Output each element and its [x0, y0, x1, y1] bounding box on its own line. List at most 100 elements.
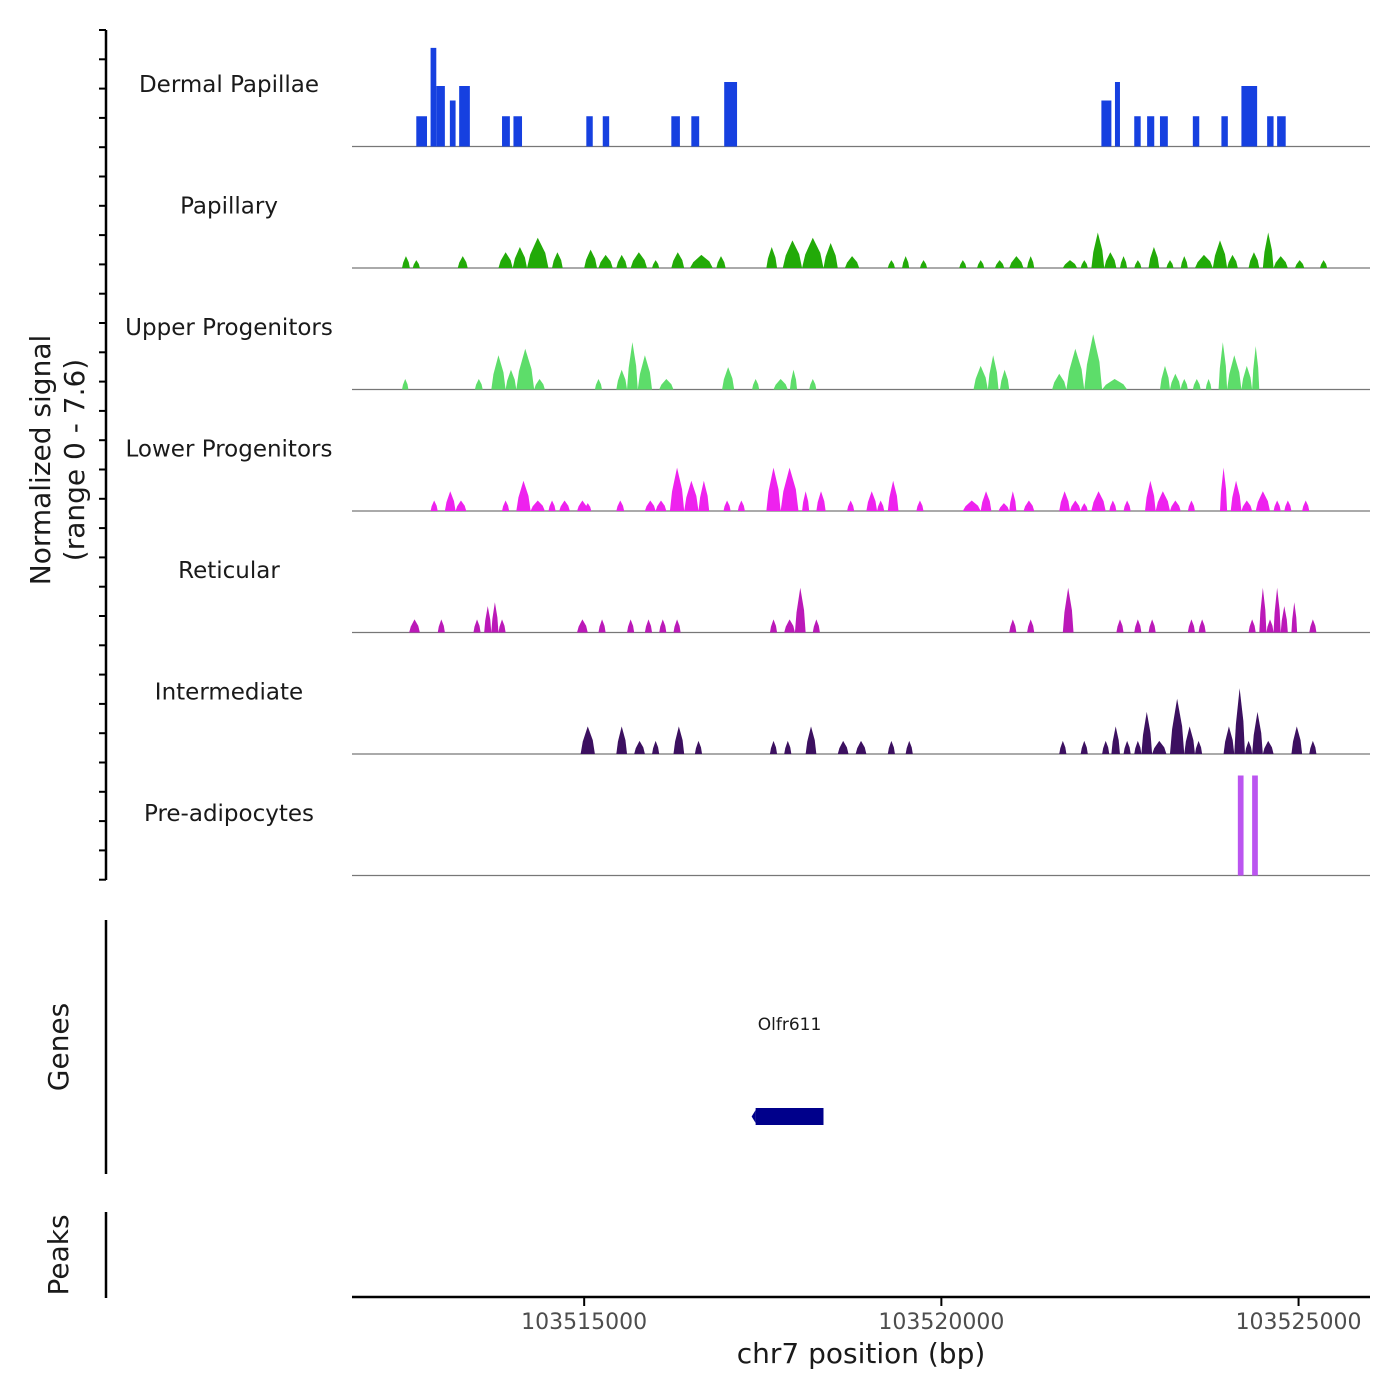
track-label: Papillary: [180, 194, 278, 220]
signal-peak: [1102, 740, 1110, 754]
track-label: Dermal Papillae: [139, 72, 319, 98]
signal-peak: [1101, 100, 1112, 147]
signal-peak: [512, 246, 528, 268]
signal-peak: [694, 740, 703, 754]
signal-peak: [673, 726, 685, 754]
track-reticular: Reticular: [178, 558, 1370, 634]
signal-peak: [1212, 240, 1228, 268]
signal-peak: [1080, 740, 1088, 754]
signal-peak: [802, 237, 824, 268]
signal-peak: [1069, 500, 1081, 511]
signal-peak: [802, 491, 810, 511]
signal-peak: [1205, 378, 1212, 390]
signal-peak: [684, 480, 699, 511]
signal-peak: [1091, 232, 1105, 268]
signal-peak: [459, 85, 470, 147]
signal-peak: [1259, 587, 1267, 633]
signal-peak: [548, 500, 556, 511]
signal-peak: [498, 252, 513, 268]
signal-peak: [1187, 500, 1195, 511]
signal-peak: [1241, 365, 1253, 390]
signal-peak: [436, 85, 445, 147]
signal-peak: [689, 254, 713, 268]
signal-peak: [659, 619, 667, 633]
signal-peak: [887, 740, 895, 754]
signal-peak: [994, 260, 1005, 268]
signal-peak: [1267, 116, 1274, 147]
signal-peak: [627, 342, 638, 390]
signal-peak: [1080, 503, 1088, 511]
signal-peak: [698, 480, 710, 511]
signal-peak: [1219, 467, 1228, 511]
signal-peak: [1237, 775, 1244, 876]
signal-peak: [1104, 252, 1117, 268]
signal-peak: [1169, 373, 1181, 390]
signal-peak: [1194, 254, 1213, 268]
signal-peak: [637, 355, 653, 390]
signal-peak: [409, 619, 420, 633]
signal-peak: [1180, 256, 1188, 268]
track-pre-adipocytes: Pre-adipocytes: [144, 775, 1370, 877]
track-label: Intermediate: [155, 680, 303, 706]
signal-peak: [1309, 619, 1317, 633]
signal-peak: [412, 260, 420, 268]
x-tick-label: 103520000: [878, 1310, 1004, 1335]
x-tick-label: 103525000: [1236, 1310, 1362, 1335]
signal-peak: [1169, 500, 1181, 511]
signal-peak: [1262, 232, 1274, 268]
signal-peak: [789, 369, 798, 390]
signal-peak: [644, 500, 656, 511]
signal-peak: [1319, 260, 1328, 268]
signal-peak: [1141, 711, 1153, 754]
track-dermal-papillae: Dermal Papillae: [139, 47, 1370, 148]
signal-peak: [449, 100, 456, 147]
signal-peak: [1273, 256, 1288, 268]
peaks-panel-title: Peaks: [42, 1214, 75, 1295]
signal-peak: [902, 256, 910, 268]
signal-peak: [773, 378, 788, 390]
signal-peak: [691, 116, 700, 147]
signal-peak: [1198, 619, 1206, 633]
signal-peak: [805, 726, 817, 754]
signal-peak: [780, 467, 799, 511]
signal-peak: [959, 260, 967, 268]
signal-peak: [616, 254, 628, 268]
signal-peak: [416, 116, 428, 147]
signal-peak: [502, 116, 510, 147]
signal-peak: [644, 619, 653, 633]
signal-peak: [887, 480, 899, 511]
signal-peak: [630, 252, 648, 268]
signal-peak: [905, 740, 913, 754]
signal-peak: [1194, 740, 1203, 754]
signal-peak: [877, 500, 885, 511]
signal-peak: [1155, 491, 1170, 511]
signal-peak: [1109, 500, 1117, 511]
signal-peak: [1277, 116, 1286, 147]
signal-peak: [1241, 85, 1258, 147]
gene-strand-arrow: [751, 1110, 756, 1123]
signal-peak: [669, 467, 685, 511]
signal-peak: [1052, 373, 1067, 390]
signal-peak: [722, 367, 735, 390]
signal-peak: [1023, 500, 1035, 511]
x-axis-ticks: 103515000 103520000 103525000: [521, 1297, 1362, 1335]
signal-peak: [823, 243, 838, 268]
signal-peak: [584, 503, 592, 511]
signal-peak: [1252, 346, 1260, 390]
signal-peak: [1009, 256, 1024, 268]
signal-peak: [1187, 619, 1195, 633]
signal-peak: [1252, 775, 1258, 876]
signal-peak: [837, 740, 849, 754]
signal-peak: [1059, 491, 1070, 511]
signal-peak: [1192, 116, 1200, 147]
signal-peak: [1309, 740, 1317, 754]
signal-peak: [766, 246, 778, 268]
signal-peak: [784, 619, 795, 633]
signal-peak: [1134, 619, 1142, 633]
signal-peak: [724, 82, 738, 147]
signal-peak: [812, 619, 820, 633]
signal-peak: [1302, 500, 1310, 511]
signal-peak: [598, 619, 606, 633]
signal-peak: [1252, 711, 1263, 754]
signal-peak: [430, 47, 437, 147]
